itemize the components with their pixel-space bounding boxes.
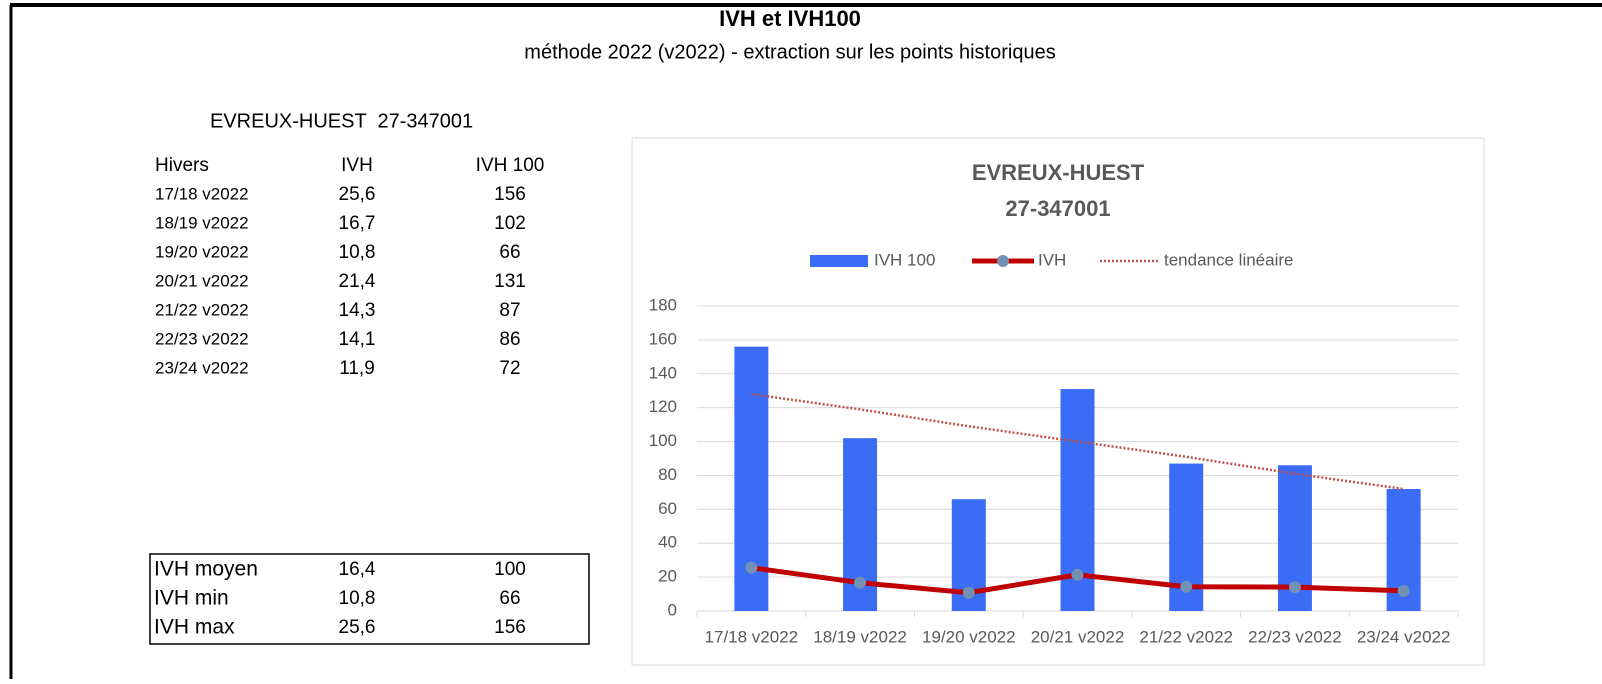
table-cell: 21/22 v2022 (155, 300, 249, 319)
marker (1071, 568, 1084, 581)
y-tick-label: 140 (649, 363, 677, 382)
table-cell: 25,6 (339, 184, 376, 205)
y-tick-label: 120 (649, 397, 677, 416)
table-cell: 22/23 v2022 (155, 329, 249, 348)
y-tick-label: 0 (668, 600, 677, 619)
table-cell: 87 (499, 300, 520, 321)
legend-label: IVH (1038, 250, 1066, 269)
x-tick-label: 22/23 v2022 (1248, 627, 1342, 646)
y-tick-label: 60 (658, 499, 677, 518)
y-tick-label: 40 (658, 533, 677, 552)
summary-cell: 10,8 (339, 588, 376, 609)
legend-label: IVH 100 (874, 250, 935, 269)
summary-cell: IVH moyen (154, 558, 258, 581)
table-cell: 19/20 v2022 (155, 242, 249, 261)
legend-label: tendance linéaire (1164, 250, 1293, 269)
table-cell: 14,1 (339, 329, 376, 350)
y-tick-label: 100 (649, 431, 677, 450)
table-cell: 23/24 v2022 (155, 358, 249, 377)
table-cell: 11,9 (339, 358, 375, 379)
summary-cell: IVH max (154, 616, 235, 639)
table-cell: 14,3 (339, 300, 376, 321)
marker (1180, 580, 1193, 593)
y-tick-label: 160 (649, 329, 677, 348)
page-title: IVH et IVH100 (719, 6, 861, 31)
table-cell: 17/18 v2022 (155, 184, 249, 203)
summary-cell: 25,6 (339, 617, 376, 638)
legend-swatch (810, 255, 868, 267)
x-tick-label: 20/21 v2022 (1031, 627, 1125, 646)
marker (854, 576, 867, 589)
summary-box (149, 553, 590, 645)
marker (962, 586, 975, 599)
trend-line (751, 392, 1404, 491)
marker (745, 561, 758, 574)
table-header: Hivers (155, 155, 209, 176)
marker (1288, 581, 1301, 594)
table-cell: 21,4 (339, 271, 376, 292)
summary-cell: 100 (494, 559, 526, 580)
chart-title: 27-347001 (1005, 196, 1110, 221)
x-tick-label: 21/22 v2022 (1139, 627, 1233, 646)
summary-cell: 16,4 (339, 559, 376, 580)
table-header: IVH 100 (476, 155, 545, 176)
table-cell: 18/19 v2022 (155, 213, 249, 232)
x-tick-label: 17/18 v2022 (705, 627, 799, 646)
table-cell: 20/21 v2022 (155, 271, 249, 290)
y-tick-label: 80 (658, 465, 677, 484)
table-cell: 16,7 (339, 213, 376, 234)
page-subtitle: méthode 2022 (v2022) - extraction sur le… (524, 41, 1055, 63)
table-header: IVH (341, 155, 373, 176)
table-cell: 102 (494, 213, 526, 234)
table-cell: 156 (494, 184, 526, 205)
summary-cell: 156 (494, 617, 526, 638)
table-cell: 131 (494, 271, 526, 292)
marker (1397, 584, 1410, 597)
table-cell: 86 (499, 329, 520, 350)
legend-swatch (997, 255, 1009, 267)
chart-title: EVREUX-HUEST (972, 160, 1145, 185)
summary-cell: IVH min (154, 587, 229, 610)
y-tick-label: 20 (658, 567, 677, 586)
y-tick-label: 180 (649, 295, 677, 314)
x-tick-label: 19/20 v2022 (922, 627, 1016, 646)
x-tick-label: 18/19 v2022 (813, 627, 907, 646)
station: EVREUX-HUEST 27-347001 (210, 110, 473, 132)
x-tick-label: 23/24 v2022 (1357, 627, 1451, 646)
summary-cell: 66 (499, 588, 520, 609)
table-cell: 66 (499, 242, 520, 263)
table-cell: 72 (499, 358, 520, 379)
table-cell: 10,8 (339, 242, 376, 263)
